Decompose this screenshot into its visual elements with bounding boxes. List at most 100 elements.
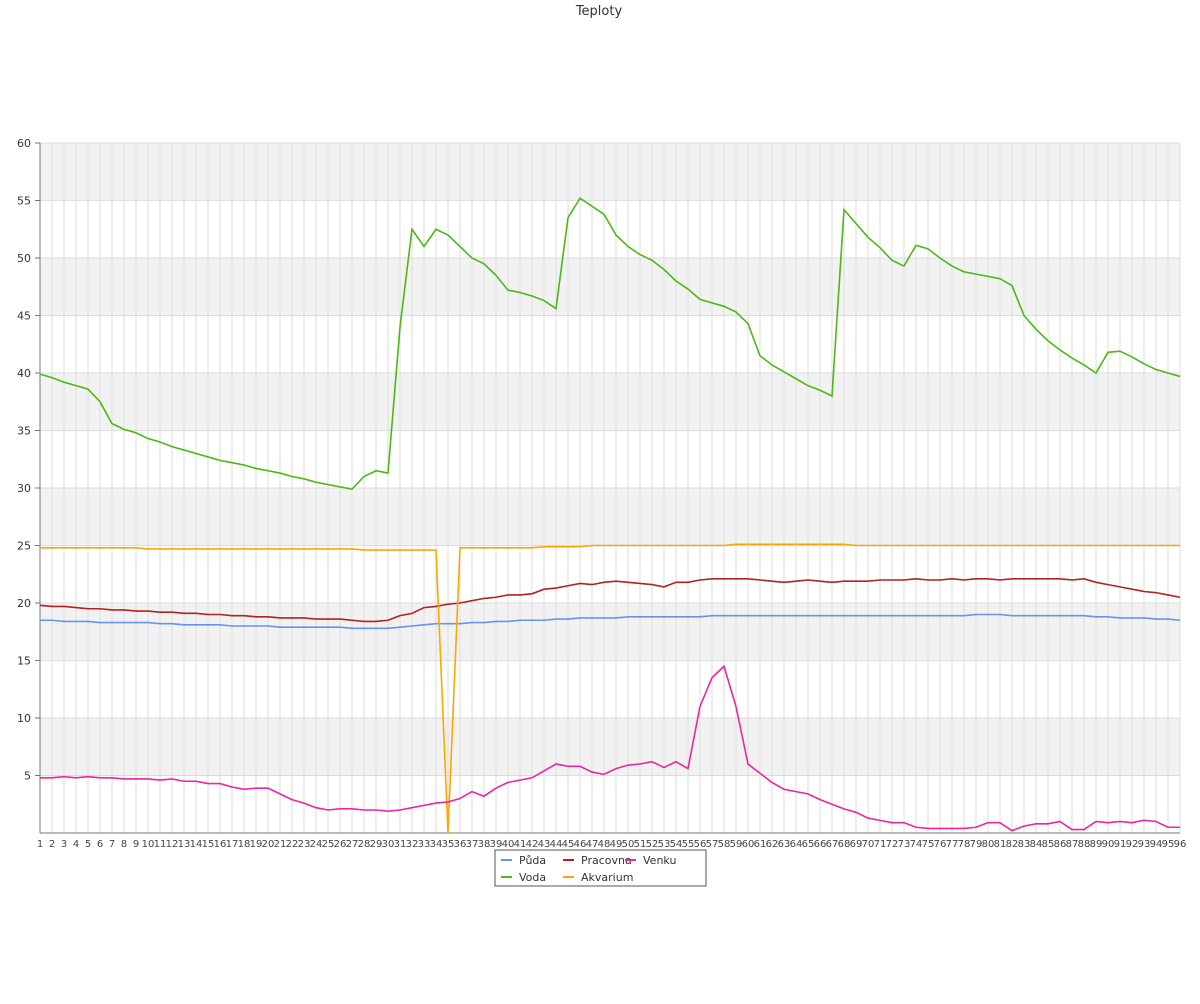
legend-label: Venku xyxy=(643,854,676,867)
x-tick-label: 95 xyxy=(1162,839,1175,850)
chart-title: Teploty xyxy=(575,4,623,19)
x-tick-label: 55 xyxy=(682,839,695,850)
x-tick-label: 80 xyxy=(982,839,995,850)
grid-band xyxy=(40,603,1180,661)
x-tick-label: 26 xyxy=(334,839,347,850)
x-tick-label: 9 xyxy=(133,839,139,850)
series-line xyxy=(40,664,1180,832)
x-tick-label: 27 xyxy=(346,839,359,850)
x-tick-label: 48 xyxy=(598,839,611,850)
x-tick-label: 32 xyxy=(406,839,419,850)
x-tick-label: 53 xyxy=(658,839,671,850)
x-tick-label: 50 xyxy=(622,839,635,850)
lines xyxy=(39,197,1181,834)
x-tick-label: 78 xyxy=(958,839,971,850)
x-tick-label: 67 xyxy=(826,839,839,850)
x-tick-label: 84 xyxy=(1030,839,1043,850)
x-tick-label: 15 xyxy=(202,839,215,850)
y-tick-label: 60 xyxy=(17,137,31,150)
x-tick-label: 5 xyxy=(85,839,91,850)
x-tick-label: 37 xyxy=(466,839,479,850)
x-tick-label: 1 xyxy=(37,839,43,850)
x-tick-label: 4 xyxy=(73,839,79,850)
grid-band xyxy=(40,258,1180,316)
x-tick-label: 77 xyxy=(946,839,959,850)
x-tick-label: 16 xyxy=(214,839,227,850)
x-tick-label: 89 xyxy=(1090,839,1103,850)
x-tick-label: 42 xyxy=(526,839,539,850)
x-tick-label: 63 xyxy=(778,839,791,850)
x-tick-label: 85 xyxy=(1042,839,1055,850)
x-tick-label: 46 xyxy=(574,839,587,850)
x-tick-label: 34 xyxy=(430,839,443,850)
x-tick-label: 28 xyxy=(358,839,371,850)
x-tick-label: 66 xyxy=(814,839,827,850)
x-tick-label: 59 xyxy=(730,839,743,850)
x-tick-label: 65 xyxy=(802,839,815,850)
x-tick-label: 82 xyxy=(1006,839,1019,850)
y-tick-label: 10 xyxy=(17,712,31,725)
legend-label: Pracovna xyxy=(581,854,632,867)
x-tick-label: 73 xyxy=(898,839,911,850)
grid xyxy=(39,142,1181,833)
legend-label: Voda xyxy=(519,871,546,884)
y-tick-label: 15 xyxy=(17,655,31,668)
x-tick-label: 30 xyxy=(382,839,395,850)
y-tick-label: 30 xyxy=(17,482,31,495)
x-tick-label: 38 xyxy=(478,839,491,850)
x-tick-label: 54 xyxy=(670,839,683,850)
x-tick-label: 58 xyxy=(718,839,731,850)
x-tick-label: 47 xyxy=(586,839,599,850)
x-tick-label: 11 xyxy=(154,839,167,850)
x-tick-label: 76 xyxy=(934,839,947,850)
x-tick-label: 7 xyxy=(109,839,115,850)
x-tick-label: 2 xyxy=(49,839,55,850)
x-tick-label: 18 xyxy=(238,839,251,850)
x-tick-label: 86 xyxy=(1054,839,1067,850)
x-tick-label: 72 xyxy=(886,839,899,850)
bands xyxy=(40,143,1180,776)
x-tick-label: 52 xyxy=(646,839,659,850)
x-tick-label: 64 xyxy=(790,839,803,850)
y-tick-label: 20 xyxy=(17,597,31,610)
x-tick-label: 56 xyxy=(694,839,707,850)
legend-box xyxy=(494,849,707,887)
x-tick-label: 60 xyxy=(742,839,755,850)
y-tick-label: 50 xyxy=(17,252,31,265)
x-tick-label: 51 xyxy=(634,839,647,850)
x-tick-label: 70 xyxy=(862,839,875,850)
y-tick-label: 5 xyxy=(24,770,31,783)
x-tick-label: 40 xyxy=(502,839,515,850)
x-tick-label: 91 xyxy=(1114,839,1127,850)
grid-band xyxy=(40,143,1180,201)
x-tick-label: 23 xyxy=(298,839,311,850)
x-tick-label: 90 xyxy=(1102,839,1115,850)
x-tick-label: 57 xyxy=(706,839,719,850)
x-tick-label: 41 xyxy=(514,839,527,850)
y-tick-label: 25 xyxy=(17,540,31,553)
x-tick-label: 31 xyxy=(394,839,407,850)
x-tick-label: 75 xyxy=(922,839,935,850)
x-tick-label: 69 xyxy=(850,839,863,850)
y-tick-label: 55 xyxy=(17,195,31,208)
x-tick-label: 20 xyxy=(262,839,275,850)
x-tick-label: 68 xyxy=(838,839,851,850)
x-tick-label: 29 xyxy=(370,839,383,850)
x-tick-label: 45 xyxy=(562,839,575,850)
series-line xyxy=(39,578,1181,623)
x-tick-label: 93 xyxy=(1138,839,1151,850)
x-tick-label: 17 xyxy=(226,839,239,850)
legend-label: Akvarium xyxy=(581,871,633,884)
x-tick-label: 12 xyxy=(166,839,179,850)
x-tick-label: 3 xyxy=(61,839,67,850)
x-tick-label: 49 xyxy=(610,839,623,850)
series-line xyxy=(40,543,1180,834)
x-tick-label: 13 xyxy=(178,839,191,850)
x-tick-label: 24 xyxy=(310,839,323,850)
x-tick-label: 71 xyxy=(874,839,887,850)
x-tick-label: 62 xyxy=(766,839,779,850)
grid-band xyxy=(40,373,1180,431)
x-tick-label: 43 xyxy=(538,839,551,850)
x-tick-label: 61 xyxy=(754,839,767,850)
